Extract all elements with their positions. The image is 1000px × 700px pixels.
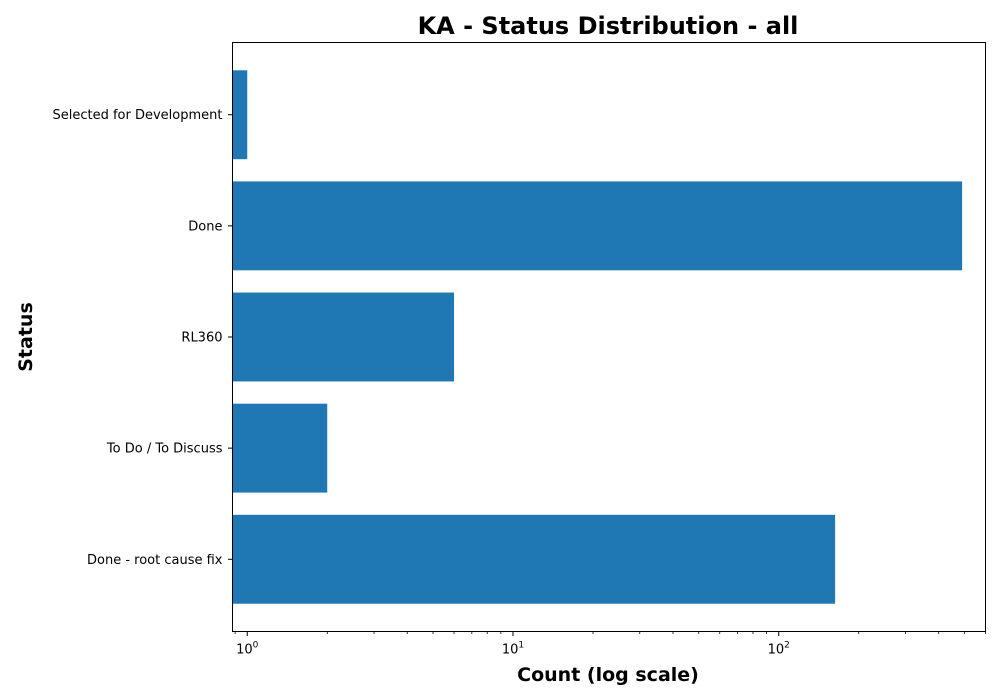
y-tick-label: To Do / To Discuss xyxy=(106,442,223,457)
x-tick-label: 101 xyxy=(502,641,524,658)
x-tick-label: 100 xyxy=(236,641,259,658)
bar-done xyxy=(232,181,963,271)
y-tick-label: Done xyxy=(188,219,222,234)
bar-selected-for-development xyxy=(232,70,248,160)
x-axis-ticks: 100 101 102 xyxy=(234,631,986,658)
bar-to-do-to-discuss xyxy=(232,403,328,493)
chart-title: KA - Status Distribution - all xyxy=(418,12,799,40)
y-axis-label: Status xyxy=(15,302,37,372)
bar-rl360 xyxy=(232,292,455,382)
y-axis-ticks: Selected for Development Done RL360 To Do /… xyxy=(52,108,233,568)
x-tick-label: 102 xyxy=(768,641,790,658)
x-axis-label: Count (log scale) xyxy=(517,664,699,686)
y-tick-label: Selected for Development xyxy=(52,108,222,123)
y-tick-label: Done - root cause fix xyxy=(87,553,223,568)
bars-group xyxy=(232,70,963,604)
bar-done-root-cause-fix xyxy=(232,514,836,604)
y-tick-label: RL360 xyxy=(181,331,222,346)
